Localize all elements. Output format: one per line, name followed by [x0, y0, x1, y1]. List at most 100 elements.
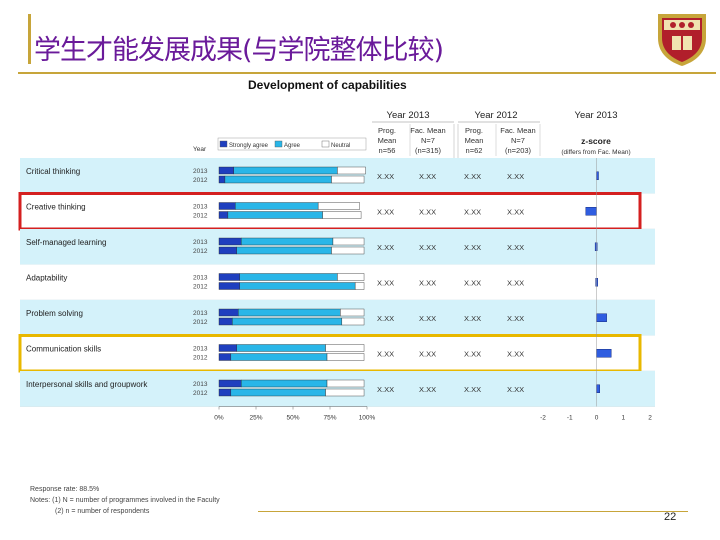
neutral-bar — [337, 273, 365, 281]
legend-label: Neutral — [331, 143, 350, 149]
neutral-bar — [317, 202, 360, 210]
footnote-2: (2) n = number of respondents — [55, 508, 150, 515]
mean-value: X.XX — [464, 207, 481, 216]
mean-value: X.XX — [419, 172, 436, 181]
year-label: 2012 — [193, 248, 208, 255]
z-tick-label: 0 — [595, 415, 599, 422]
neutral-bar — [331, 246, 365, 255]
agree-bar — [230, 388, 326, 397]
page-number: 22 — [664, 511, 677, 523]
year-label: 2013 — [193, 381, 208, 388]
year-label: 2013 — [193, 346, 208, 353]
year-label: 2012 — [193, 355, 208, 362]
legend-label: Agree — [284, 143, 301, 149]
zscore-bar — [596, 313, 607, 322]
mean-value: X.XX — [419, 314, 436, 323]
legend-frame — [217, 137, 367, 151]
capability-label: Interpersonal skills and groupwork — [26, 380, 148, 389]
neutral-bar — [325, 388, 365, 397]
year-label: 2013 — [193, 168, 208, 175]
table-row — [20, 229, 655, 265]
capability-label: Communication skills — [26, 344, 101, 353]
header-year-2013: Year 2013 — [387, 110, 430, 121]
neutral-bar — [326, 353, 365, 361]
neutral-bar — [322, 211, 362, 219]
neutral-bar — [331, 175, 365, 184]
table-row — [20, 300, 655, 336]
header-year-2012: Year 2012 — [475, 110, 518, 121]
neutral-bar — [340, 308, 365, 317]
year-label: 2012 — [193, 177, 208, 184]
z-tick-label: 1 — [621, 415, 625, 422]
zscore-bar — [594, 242, 598, 251]
mean-value: X.XX — [507, 314, 524, 323]
year-label: 2012 — [193, 390, 208, 397]
col-fac-mean-2012-header: N=7 — [511, 136, 525, 145]
header-year-2013-z: Year 2013 — [575, 110, 618, 121]
year-label: 2013 — [193, 310, 208, 317]
year-label: 2012 — [193, 284, 208, 291]
agree-bar — [224, 175, 332, 184]
mean-value: X.XX — [507, 278, 524, 287]
x-tick-label: 25% — [249, 415, 262, 422]
neutral-bar — [354, 282, 365, 290]
mean-value: X.XX — [507, 349, 524, 358]
mean-value: X.XX — [507, 385, 524, 394]
mean-value: X.XX — [377, 207, 394, 216]
agree-bar — [235, 202, 319, 210]
strongly-agree-bar — [218, 166, 235, 175]
x-tick-label: 50% — [286, 415, 299, 422]
agree-bar — [227, 211, 323, 219]
mean-value: X.XX — [419, 243, 436, 252]
zscore-bar — [596, 384, 600, 393]
year-label: 2012 — [193, 319, 208, 326]
zscore-bar — [596, 349, 612, 358]
slide-title: 学生才能发展成果(与学院整体比较) — [34, 35, 444, 66]
chart-title: Development of capabilities — [248, 78, 407, 92]
col-fac-mean-2013-header: Fac. Mean — [410, 126, 445, 135]
col-prog-mean-2013-header: Mean — [378, 136, 397, 145]
mean-value: X.XX — [464, 385, 481, 394]
capability-label: Adaptability — [26, 273, 67, 282]
year-label: 2013 — [193, 204, 208, 211]
mean-value: X.XX — [377, 314, 394, 323]
col-fac-mean-2013-header: (n=315) — [415, 146, 442, 155]
table-row — [20, 371, 655, 407]
legend-swatch — [321, 140, 330, 148]
response-rate: Response rate: 88.5% — [30, 486, 100, 493]
strongly-agree-bar — [218, 246, 237, 255]
mean-value: X.XX — [507, 243, 524, 252]
strongly-agree-bar — [218, 353, 232, 361]
capabilities-chart: Development of capabilities Year 2013 Year… — [18, 78, 655, 422]
mean-value: X.XX — [464, 172, 481, 181]
mean-value: X.XX — [377, 243, 394, 252]
x-tick-label: 75% — [323, 415, 336, 422]
strongly-agree-bar — [218, 273, 240, 281]
agree-bar — [239, 282, 356, 290]
agree-bar — [240, 379, 328, 388]
mean-value: X.XX — [419, 207, 436, 216]
mean-value: X.XX — [377, 278, 394, 287]
strongly-agree-bar — [218, 175, 226, 184]
mean-value: X.XX — [377, 385, 394, 394]
strongly-agree-bar — [218, 308, 239, 317]
z-tick-label: 2 — [648, 415, 652, 422]
mean-value: X.XX — [419, 349, 436, 358]
legend-swatch — [219, 140, 228, 148]
strongly-agree-bar — [218, 317, 233, 326]
mean-value: X.XX — [377, 349, 394, 358]
year-label: 2012 — [193, 213, 208, 220]
col-prog-mean-2013-header: n=56 — [379, 146, 396, 155]
mean-value: X.XX — [419, 385, 436, 394]
agree-bar — [233, 166, 338, 175]
capability-label: Self-managed learning — [26, 238, 107, 247]
x-tick-label: 0% — [214, 415, 224, 422]
mean-value: X.XX — [419, 278, 436, 287]
footnotes: Response rate: 88.5% Notes: (1) N = numb… — [30, 484, 220, 517]
neutral-bar — [337, 166, 366, 175]
strongly-agree-bar — [218, 237, 242, 246]
mean-value: X.XX — [464, 278, 481, 287]
year-label: 2013 — [193, 275, 208, 282]
neutral-bar — [325, 344, 365, 352]
mean-value: X.XX — [507, 172, 524, 181]
